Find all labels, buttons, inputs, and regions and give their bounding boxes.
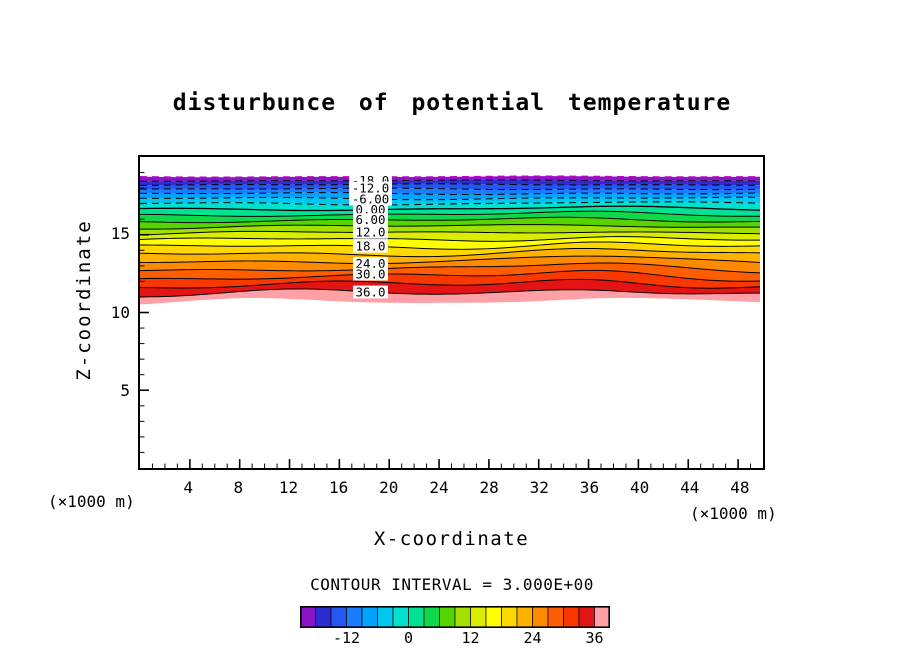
colorbar-segment (532, 606, 549, 628)
contour-line (140, 269, 761, 282)
contour-label-halo (353, 213, 389, 227)
contour-line (140, 179, 761, 182)
contour-band (140, 236, 761, 250)
contour-line (140, 210, 761, 217)
contour-line (140, 183, 761, 186)
contour-line (140, 230, 761, 236)
contour-label: -6.00 (352, 192, 389, 206)
contour-label: -12.0 (352, 181, 389, 195)
contour-label-halo (353, 225, 389, 239)
x-tick-label: 48 (730, 478, 750, 497)
contour-line (140, 205, 761, 212)
colorbar-swatches (300, 606, 610, 628)
x-tick-label: 4 (183, 478, 193, 497)
contour-line (140, 236, 761, 242)
chart-title: disturbunce of potential temperature (172, 90, 732, 116)
colorbar-segment (516, 606, 533, 628)
contour-interval-label: CONTOUR INTERVAL = 3.000E+00 (310, 575, 594, 594)
contour-band (140, 256, 761, 273)
contour-label-halo (353, 257, 389, 270)
contour-label-halo (349, 192, 392, 206)
contour-label-halo (353, 267, 389, 281)
colorbar-segment (361, 606, 378, 628)
contour-label: 30.0 (356, 267, 386, 281)
x-tick-label: 32 (529, 478, 549, 497)
contour-label: 6.00 (356, 213, 386, 227)
contour-band (140, 263, 761, 282)
contour-band (140, 248, 761, 264)
contour-plot: -18.0-12.0-6.000.006.0012.018.024.030.03… (140, 172, 761, 468)
colorbar-segment (315, 606, 332, 628)
contour-band (140, 270, 761, 289)
x-tick-label: 28 (479, 478, 499, 497)
x-tick-label: 20 (379, 478, 399, 497)
colorbar-segment (470, 606, 487, 628)
x-tick-label: 16 (328, 478, 349, 497)
colorbar-segment (594, 606, 610, 628)
contour-label-halo (349, 181, 392, 195)
colorbar-segment (392, 606, 409, 628)
contour-line (140, 216, 761, 224)
colorbar-segment (408, 606, 425, 628)
contour-label: 18.0 (356, 239, 386, 253)
contour-line (140, 241, 761, 250)
colorbar-tick-label: 0 (403, 629, 414, 647)
contour-line (140, 278, 761, 289)
colorbar-segment (501, 606, 518, 628)
colorbar-tick-label: -12 (332, 629, 361, 647)
contour-label: 36.0 (356, 285, 386, 299)
contour-label-halo (353, 203, 389, 217)
contour-line (140, 262, 761, 274)
x-tick-label: 12 (278, 478, 299, 497)
plot-area: -18.0 -12.0 -6.00 0.00 6.00 12.0 18.0 24.0 30.0 3… (138, 155, 765, 470)
contour-band (140, 197, 761, 206)
contour-label: 24.0 (356, 257, 386, 271)
contour-band (140, 217, 761, 230)
contour-line (140, 288, 761, 298)
colorbar-segment (330, 606, 347, 628)
x-units-left-label: (×1000 m) (48, 492, 135, 511)
x-units-right-label: (×1000 m) (690, 504, 777, 523)
colorbar-tick-label: 36 (585, 629, 604, 647)
colorbar-segment (300, 606, 316, 628)
contour-label: 12.0 (356, 226, 386, 240)
colorbar (300, 606, 610, 628)
colorbar-segment (439, 606, 456, 628)
x-tick-label: 40 (629, 478, 650, 497)
contour-line (140, 187, 761, 191)
x-tick-label: 24 (429, 478, 449, 497)
contour-line (140, 224, 761, 230)
contour-band (140, 279, 761, 297)
contour-line (140, 255, 761, 265)
contour-line (140, 192, 761, 196)
contour-label-halo (353, 285, 389, 299)
colorbar-segment (578, 606, 595, 628)
colorbar-segment (485, 606, 502, 628)
contour-line (140, 201, 761, 206)
colorbar-tick-label: 24 (523, 629, 542, 647)
colorbar-tick-label: 12 (461, 629, 480, 647)
contour-line (140, 196, 761, 201)
y-tick-label: 5 (120, 381, 130, 401)
contour-band (140, 192, 761, 200)
contour-band (140, 206, 761, 217)
y-axis-title: Z-coordinate (73, 219, 95, 381)
colorbar-segment (346, 606, 363, 628)
colorbar-segment (547, 606, 564, 628)
contour-band (140, 288, 761, 305)
colorbar-border (300, 606, 610, 628)
x-tick-label: 8 (233, 478, 244, 497)
contour-label-halo (353, 239, 389, 253)
contour-band (140, 224, 761, 236)
contour-line (140, 247, 761, 258)
colorbar-segment (454, 606, 471, 628)
x-axis-title: X-coordinate (373, 528, 530, 550)
x-tick-label: 36 (579, 478, 600, 497)
colorbar-segment (423, 606, 440, 628)
colorbar-segment (377, 606, 394, 628)
contour-line (140, 175, 761, 178)
x-tick-label: 44 (680, 478, 700, 497)
colorbar-segment (563, 606, 580, 628)
